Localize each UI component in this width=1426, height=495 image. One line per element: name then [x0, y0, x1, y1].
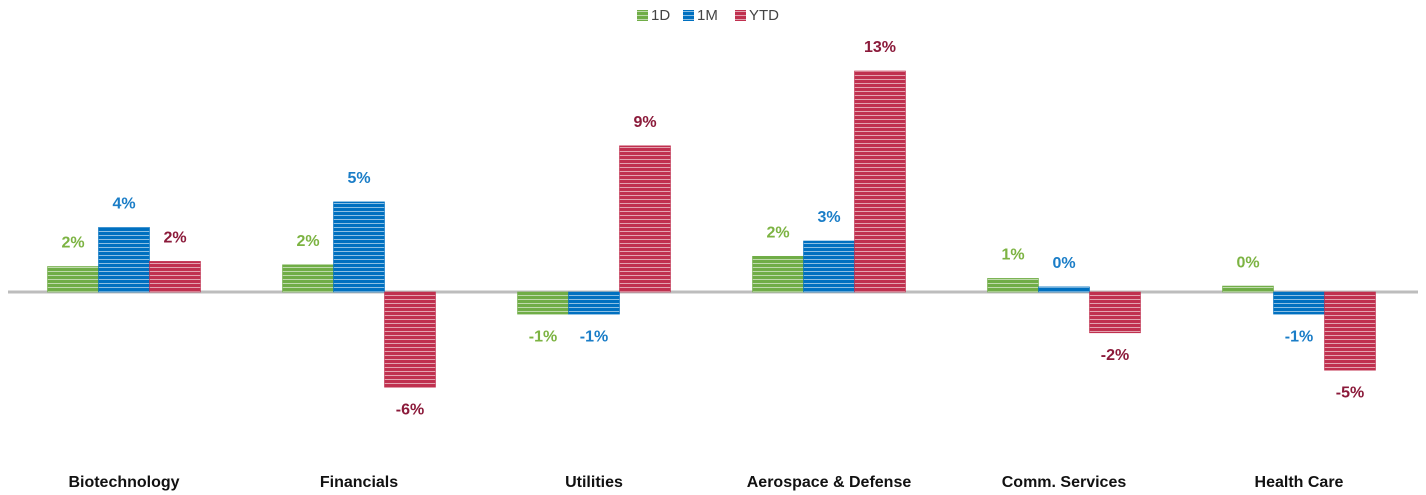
data-label: 2%	[766, 225, 789, 242]
bar	[1222, 285, 1274, 293]
data-label: 9%	[633, 114, 656, 131]
legend-label: YTD	[749, 7, 779, 24]
data-label: 5%	[347, 170, 370, 187]
data-label: 0%	[1052, 255, 1075, 272]
data-label: 2%	[163, 230, 186, 247]
bar	[987, 278, 1039, 293]
data-label: 0%	[1236, 254, 1259, 271]
x-tick-label: Financials	[320, 474, 398, 491]
legend-label: 1D	[651, 7, 670, 24]
bar	[568, 291, 620, 315]
x-tick-label: Aerospace & Defense	[747, 474, 912, 491]
legend-swatch	[683, 10, 694, 21]
bar	[384, 291, 436, 388]
x-tick-label: Comm. Services	[1002, 474, 1127, 491]
data-label: 2%	[61, 235, 84, 252]
bar	[1324, 291, 1376, 371]
bar	[854, 70, 906, 293]
bar	[149, 261, 201, 293]
bar	[517, 291, 569, 315]
bar	[1038, 286, 1090, 293]
bar	[803, 240, 855, 293]
bar	[619, 145, 671, 293]
x-tick-label: Utilities	[565, 474, 623, 491]
legend-swatch	[637, 10, 648, 21]
data-label: -5%	[1336, 384, 1364, 401]
data-label: -1%	[1285, 328, 1313, 345]
bar	[333, 201, 385, 293]
data-label: 2%	[296, 233, 319, 250]
x-tick-label: Biotechnology	[68, 474, 179, 491]
data-label: -1%	[529, 328, 557, 345]
bar	[1273, 291, 1325, 315]
bar	[98, 227, 150, 293]
data-label: 13%	[864, 39, 896, 56]
data-label: 4%	[112, 196, 135, 213]
bar	[282, 264, 334, 293]
legend-swatch	[735, 10, 746, 21]
bar	[752, 255, 804, 293]
data-label: -1%	[580, 328, 608, 345]
data-label: 1%	[1001, 247, 1024, 264]
x-tick-label: Health Care	[1255, 474, 1344, 491]
data-label: 3%	[817, 209, 840, 226]
bar	[1089, 291, 1141, 334]
data-label: -2%	[1101, 347, 1129, 364]
bar	[47, 266, 99, 293]
data-label: -6%	[396, 401, 424, 418]
legend-label: 1M	[697, 7, 718, 24]
